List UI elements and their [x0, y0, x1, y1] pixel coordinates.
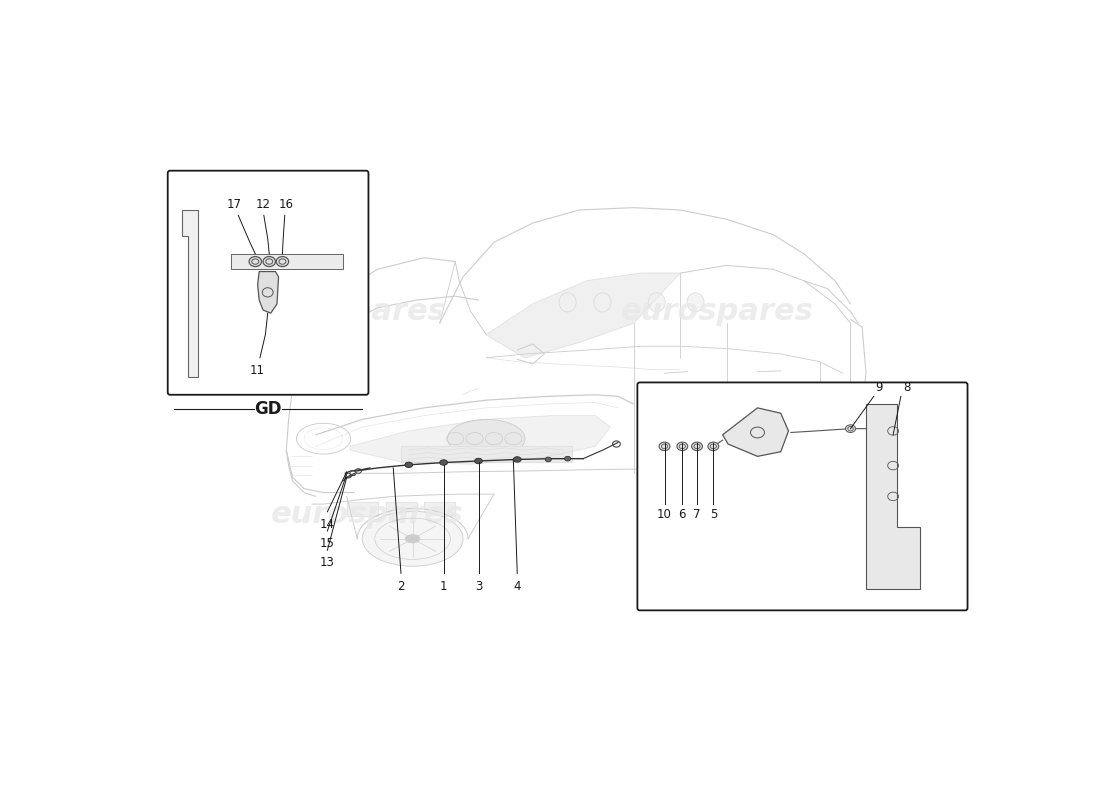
Polygon shape	[346, 502, 377, 516]
Ellipse shape	[688, 293, 704, 312]
Polygon shape	[385, 502, 417, 516]
Polygon shape	[866, 404, 921, 589]
Text: 10: 10	[657, 508, 672, 521]
Polygon shape	[257, 271, 278, 313]
Ellipse shape	[249, 257, 262, 266]
Text: 4: 4	[514, 579, 521, 593]
Ellipse shape	[406, 535, 419, 542]
Text: GD: GD	[254, 400, 282, 418]
Text: 14: 14	[320, 518, 334, 531]
Text: 12: 12	[255, 198, 271, 211]
Text: 9: 9	[876, 381, 883, 394]
Ellipse shape	[846, 425, 856, 433]
Polygon shape	[723, 408, 789, 456]
Text: 3: 3	[475, 579, 482, 593]
Text: 2: 2	[397, 579, 405, 593]
Ellipse shape	[276, 257, 288, 266]
Polygon shape	[486, 273, 680, 358]
Ellipse shape	[263, 257, 275, 266]
Polygon shape	[183, 210, 198, 377]
Ellipse shape	[514, 457, 521, 462]
Text: eurospares: eurospares	[254, 297, 447, 326]
Polygon shape	[351, 415, 610, 464]
Text: 8: 8	[903, 381, 911, 394]
Text: 16: 16	[278, 198, 294, 211]
Ellipse shape	[692, 442, 703, 450]
Ellipse shape	[474, 458, 483, 464]
Ellipse shape	[564, 456, 571, 461]
Ellipse shape	[648, 293, 666, 312]
Ellipse shape	[708, 442, 718, 450]
Ellipse shape	[405, 462, 412, 467]
Ellipse shape	[559, 293, 576, 312]
Ellipse shape	[546, 457, 551, 462]
Ellipse shape	[676, 442, 688, 450]
Text: 6: 6	[679, 508, 686, 521]
FancyBboxPatch shape	[167, 170, 368, 394]
Ellipse shape	[362, 511, 463, 566]
Ellipse shape	[440, 460, 448, 466]
Polygon shape	[425, 502, 455, 516]
Ellipse shape	[448, 419, 525, 458]
Ellipse shape	[735, 535, 749, 542]
Text: eurospares: eurospares	[620, 297, 814, 326]
Ellipse shape	[594, 293, 610, 312]
Ellipse shape	[688, 509, 796, 568]
Text: 15: 15	[320, 538, 334, 550]
FancyBboxPatch shape	[637, 382, 968, 610]
Ellipse shape	[659, 442, 670, 450]
Text: eurospares: eurospares	[638, 500, 830, 530]
Text: 1: 1	[440, 579, 448, 593]
Text: eurospares: eurospares	[272, 500, 464, 530]
Text: 13: 13	[320, 557, 334, 570]
Text: 7: 7	[693, 508, 701, 521]
Text: 11: 11	[250, 364, 265, 377]
Polygon shape	[231, 254, 343, 270]
Text: 5: 5	[710, 508, 717, 521]
Polygon shape	[402, 446, 572, 462]
Text: 17: 17	[227, 198, 242, 211]
